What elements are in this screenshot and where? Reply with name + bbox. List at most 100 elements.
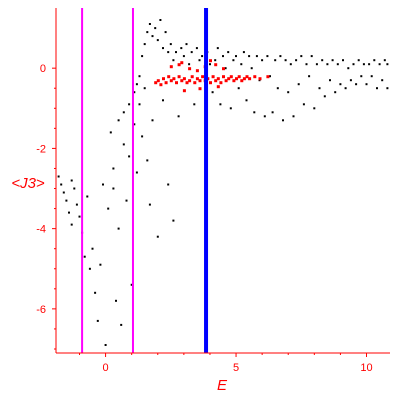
black-point-48: [151, 35, 154, 38]
black-point-33: [130, 283, 133, 286]
red-point-3: [162, 77, 165, 81]
red-point-45: [214, 63, 218, 67]
black-point-92: [255, 55, 258, 58]
red-point-29: [229, 75, 233, 79]
black-point-109: [300, 55, 303, 58]
red-point-5: [167, 75, 171, 79]
red-point-47: [182, 89, 186, 93]
black-point-28: [122, 111, 125, 114]
red-point-41: [177, 63, 181, 67]
black-point-30: [125, 199, 128, 202]
black-point-112: [308, 75, 311, 78]
black-point-141: [383, 59, 386, 62]
black-point-127: [347, 67, 350, 70]
red-point-31: [235, 77, 238, 81]
black-point-23: [112, 187, 115, 190]
black-point-91: [253, 111, 256, 114]
black-point-50: [154, 27, 157, 30]
black-point-140: [381, 79, 384, 82]
black-point-18: [102, 183, 104, 186]
y-tick-label-2: -4: [36, 224, 46, 236]
black-point-25: [117, 119, 120, 122]
black-point-6: [70, 223, 73, 226]
red-point-30: [232, 79, 236, 83]
red-point-35: [245, 75, 249, 79]
black-point-98: [271, 111, 274, 114]
black-point-77: [216, 47, 219, 50]
black-point-85: [237, 87, 240, 90]
red-point-26: [222, 75, 225, 79]
black-point-22: [112, 167, 115, 170]
black-point-67: [188, 63, 191, 66]
black-point-44: [146, 31, 149, 34]
black-point-105: [289, 63, 292, 66]
x-axis-label: E: [217, 377, 228, 394]
black-point-79: [222, 55, 224, 58]
red-point-43: [195, 69, 199, 73]
black-point-26: [117, 227, 120, 230]
black-point-61: [172, 59, 175, 62]
black-point-64: [180, 47, 183, 50]
black-point-40: [141, 55, 144, 58]
black-point-100: [276, 87, 279, 90]
black-point-113: [310, 55, 313, 58]
x-tick-label-0: 0: [103, 362, 109, 374]
red-point-16: [195, 77, 199, 81]
red-point-40: [169, 65, 173, 69]
black-point-83: [232, 59, 235, 62]
red-point-15: [193, 81, 197, 85]
red-point-37: [253, 75, 257, 79]
red-point-14: [190, 75, 194, 79]
black-point-2: [62, 191, 65, 194]
black-point-118: [323, 95, 326, 98]
black-point-131: [357, 59, 360, 62]
black-point-15: [94, 291, 97, 294]
black-point-65: [182, 55, 185, 58]
black-point-84: [235, 55, 237, 58]
black-point-101: [279, 55, 282, 58]
red-point-42: [188, 67, 192, 71]
black-point-56: [164, 31, 167, 34]
red-point-2: [159, 83, 163, 87]
black-point-128: [349, 79, 352, 82]
black-point-111: [305, 63, 308, 66]
black-point-117: [321, 59, 324, 62]
black-point-41: [141, 135, 144, 138]
black-point-1: [60, 183, 63, 186]
black-point-5: [70, 179, 73, 182]
black-point-47: [148, 203, 151, 206]
black-point-45: [146, 159, 149, 162]
black-point-42: [143, 43, 146, 46]
black-point-69: [193, 103, 196, 106]
red-point-28: [227, 77, 231, 81]
black-point-136: [370, 75, 373, 78]
black-point-62: [175, 51, 177, 54]
black-point-29: [122, 143, 125, 146]
black-point-126: [344, 87, 347, 90]
black-point-11: [83, 255, 86, 258]
red-point-10: [180, 79, 184, 83]
black-point-20: [107, 207, 110, 210]
black-point-0: [57, 175, 60, 178]
black-point-95: [263, 115, 266, 118]
black-point-34: [133, 91, 136, 94]
black-point-138: [376, 87, 378, 90]
black-point-70: [195, 47, 198, 50]
black-point-74: [209, 63, 211, 66]
red-point-33: [240, 79, 244, 83]
red-point-32: [237, 75, 241, 79]
red-point-17: [198, 79, 202, 83]
black-point-123: [336, 63, 339, 66]
black-point-57: [167, 51, 170, 54]
red-point-39: [266, 75, 270, 79]
black-point-17: [99, 263, 102, 266]
red-point-4: [164, 81, 168, 85]
black-point-86: [240, 63, 243, 66]
black-point-102: [282, 119, 284, 122]
black-point-103: [284, 59, 287, 62]
red-point-1: [156, 79, 160, 83]
black-point-124: [339, 83, 342, 86]
black-point-63: [177, 115, 180, 118]
black-point-14: [91, 247, 94, 250]
